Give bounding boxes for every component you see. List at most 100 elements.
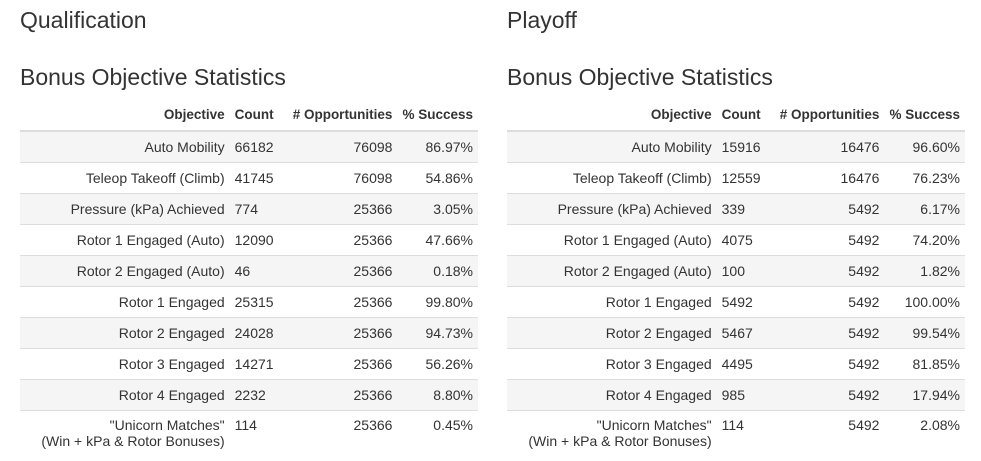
objective-line2: (Win + kPa & Rotor Bonuses) — [25, 433, 225, 449]
objective-cell: Rotor 1 Engaged (Auto) — [20, 225, 230, 256]
objective-cell: Rotor 1 Engaged — [507, 287, 717, 318]
count-cell: 14271 — [230, 349, 288, 380]
table-row: "Unicorn Matches" (Win + kPa & Rotor Bon… — [507, 411, 965, 461]
count-cell: 985 — [717, 380, 775, 411]
opportunities-cell: 25366 — [287, 380, 397, 411]
objective-cell: Teleop Takeoff (Climb) — [507, 163, 717, 194]
bonus-stats-heading: Bonus Objective Statistics — [507, 63, 773, 91]
count-cell: 12559 — [717, 163, 775, 194]
opportunities-cell: 76098 — [287, 163, 397, 194]
objective-cell: "Unicorn Matches" (Win + kPa & Rotor Bon… — [507, 411, 717, 461]
objective-cell: Auto Mobility — [507, 131, 717, 163]
count-cell: 4075 — [717, 225, 775, 256]
opportunities-cell: 25366 — [287, 318, 397, 349]
count-cell: 100 — [717, 256, 775, 287]
table-row: Teleop Takeoff (Climb) 12559 16476 76.23… — [507, 163, 965, 194]
table-row: "Unicorn Matches" (Win + kPa & Rotor Bon… — [20, 411, 478, 461]
table-row: Rotor 3 Engaged 4495 5492 81.85% — [507, 349, 965, 380]
opportunities-cell: 25366 — [287, 194, 397, 225]
objective-cell: Pressure (kPa) Achieved — [507, 194, 717, 225]
table-header-row: Objective Count # Opportunities % Succes… — [20, 99, 478, 131]
opportunities-cell: 5492 — [774, 411, 884, 461]
success-cell: 0.18% — [397, 256, 478, 287]
bonus-stats-table: Objective Count # Opportunities % Succes… — [20, 99, 478, 461]
table-row: Auto Mobility 66182 76098 86.97% — [20, 131, 478, 163]
count-cell: 24028 — [230, 318, 288, 349]
opportunities-cell: 16476 — [774, 131, 884, 163]
objective-cell: "Unicorn Matches" (Win + kPa & Rotor Bon… — [20, 411, 230, 461]
success-cell: 94.73% — [397, 318, 478, 349]
table-row: Pressure (kPa) Achieved 774 25366 3.05% — [20, 194, 478, 225]
count-cell: 4495 — [717, 349, 775, 380]
opportunities-cell: 16476 — [774, 163, 884, 194]
count-cell: 339 — [717, 194, 775, 225]
header-count: Count — [230, 99, 288, 131]
header-objective: Objective — [20, 99, 230, 131]
opportunities-cell: 25366 — [287, 411, 397, 461]
opportunities-cell: 25366 — [287, 287, 397, 318]
objective-cell: Rotor 4 Engaged — [507, 380, 717, 411]
header-objective: Objective — [507, 99, 717, 131]
objective-line1: "Unicorn Matches" — [597, 417, 712, 433]
opportunities-cell: 5492 — [774, 380, 884, 411]
success-cell: 54.86% — [397, 163, 478, 194]
bonus-stats-table: Objective Count # Opportunities % Succes… — [507, 99, 965, 461]
count-cell: 114 — [230, 411, 288, 461]
bonus-stats-heading: Bonus Objective Statistics — [20, 63, 286, 91]
opportunities-cell: 5492 — [774, 349, 884, 380]
objective-cell: Rotor 2 Engaged — [507, 318, 717, 349]
table-row: Rotor 2 Engaged (Auto) 100 5492 1.82% — [507, 256, 965, 287]
table-row: Rotor 1 Engaged (Auto) 12090 25366 47.66… — [20, 225, 478, 256]
table-row: Pressure (kPa) Achieved 339 5492 6.17% — [507, 194, 965, 225]
count-cell: 46 — [230, 256, 288, 287]
count-cell: 15916 — [717, 131, 775, 163]
objective-cell: Teleop Takeoff (Climb) — [20, 163, 230, 194]
opportunities-cell: 5492 — [774, 256, 884, 287]
count-cell: 41745 — [230, 163, 288, 194]
table-header-row: Objective Count # Opportunities % Succes… — [507, 99, 965, 131]
objective-cell: Rotor 2 Engaged (Auto) — [507, 256, 717, 287]
opportunities-cell: 25366 — [287, 225, 397, 256]
count-cell: 114 — [717, 411, 775, 461]
opportunities-cell: 25366 — [287, 349, 397, 380]
opportunities-cell: 5492 — [774, 194, 884, 225]
opportunities-cell: 5492 — [774, 318, 884, 349]
table-row: Rotor 1 Engaged (Auto) 4075 5492 74.20% — [507, 225, 965, 256]
objective-cell: Rotor 4 Engaged — [20, 380, 230, 411]
success-cell: 1.82% — [884, 256, 965, 287]
opportunities-cell: 76098 — [287, 131, 397, 163]
objective-cell: Rotor 2 Engaged — [20, 318, 230, 349]
count-cell: 12090 — [230, 225, 288, 256]
table-row: Teleop Takeoff (Climb) 41745 76098 54.86… — [20, 163, 478, 194]
table-row: Rotor 2 Engaged 24028 25366 94.73% — [20, 318, 478, 349]
table-row: Rotor 4 Engaged 2232 25366 8.80% — [20, 380, 478, 411]
objective-cell: Pressure (kPa) Achieved — [20, 194, 230, 225]
table-row: Rotor 2 Engaged (Auto) 46 25366 0.18% — [20, 256, 478, 287]
objective-cell: Rotor 3 Engaged — [507, 349, 717, 380]
objective-cell: Rotor 1 Engaged (Auto) — [507, 225, 717, 256]
section-title: Qualification — [20, 6, 147, 34]
objective-cell: Auto Mobility — [20, 131, 230, 163]
success-cell: 3.05% — [397, 194, 478, 225]
header-success: % Success — [884, 99, 965, 131]
count-cell: 5467 — [717, 318, 775, 349]
count-cell: 5492 — [717, 287, 775, 318]
count-cell: 25315 — [230, 287, 288, 318]
objective-cell: Rotor 2 Engaged (Auto) — [20, 256, 230, 287]
success-cell: 99.80% — [397, 287, 478, 318]
section-title: Playoff — [507, 6, 577, 34]
count-cell: 66182 — [230, 131, 288, 163]
header-count: Count — [717, 99, 775, 131]
success-cell: 2.08% — [884, 411, 965, 461]
objective-cell: Rotor 1 Engaged — [20, 287, 230, 318]
success-cell: 8.80% — [397, 380, 478, 411]
success-cell: 17.94% — [884, 380, 965, 411]
opportunities-cell: 5492 — [774, 287, 884, 318]
table-row: Rotor 1 Engaged 5492 5492 100.00% — [507, 287, 965, 318]
success-cell: 99.54% — [884, 318, 965, 349]
table-row: Rotor 2 Engaged 5467 5492 99.54% — [507, 318, 965, 349]
success-cell: 76.23% — [884, 163, 965, 194]
count-cell: 774 — [230, 194, 288, 225]
table-row: Rotor 4 Engaged 985 5492 17.94% — [507, 380, 965, 411]
opportunities-cell: 5492 — [774, 225, 884, 256]
